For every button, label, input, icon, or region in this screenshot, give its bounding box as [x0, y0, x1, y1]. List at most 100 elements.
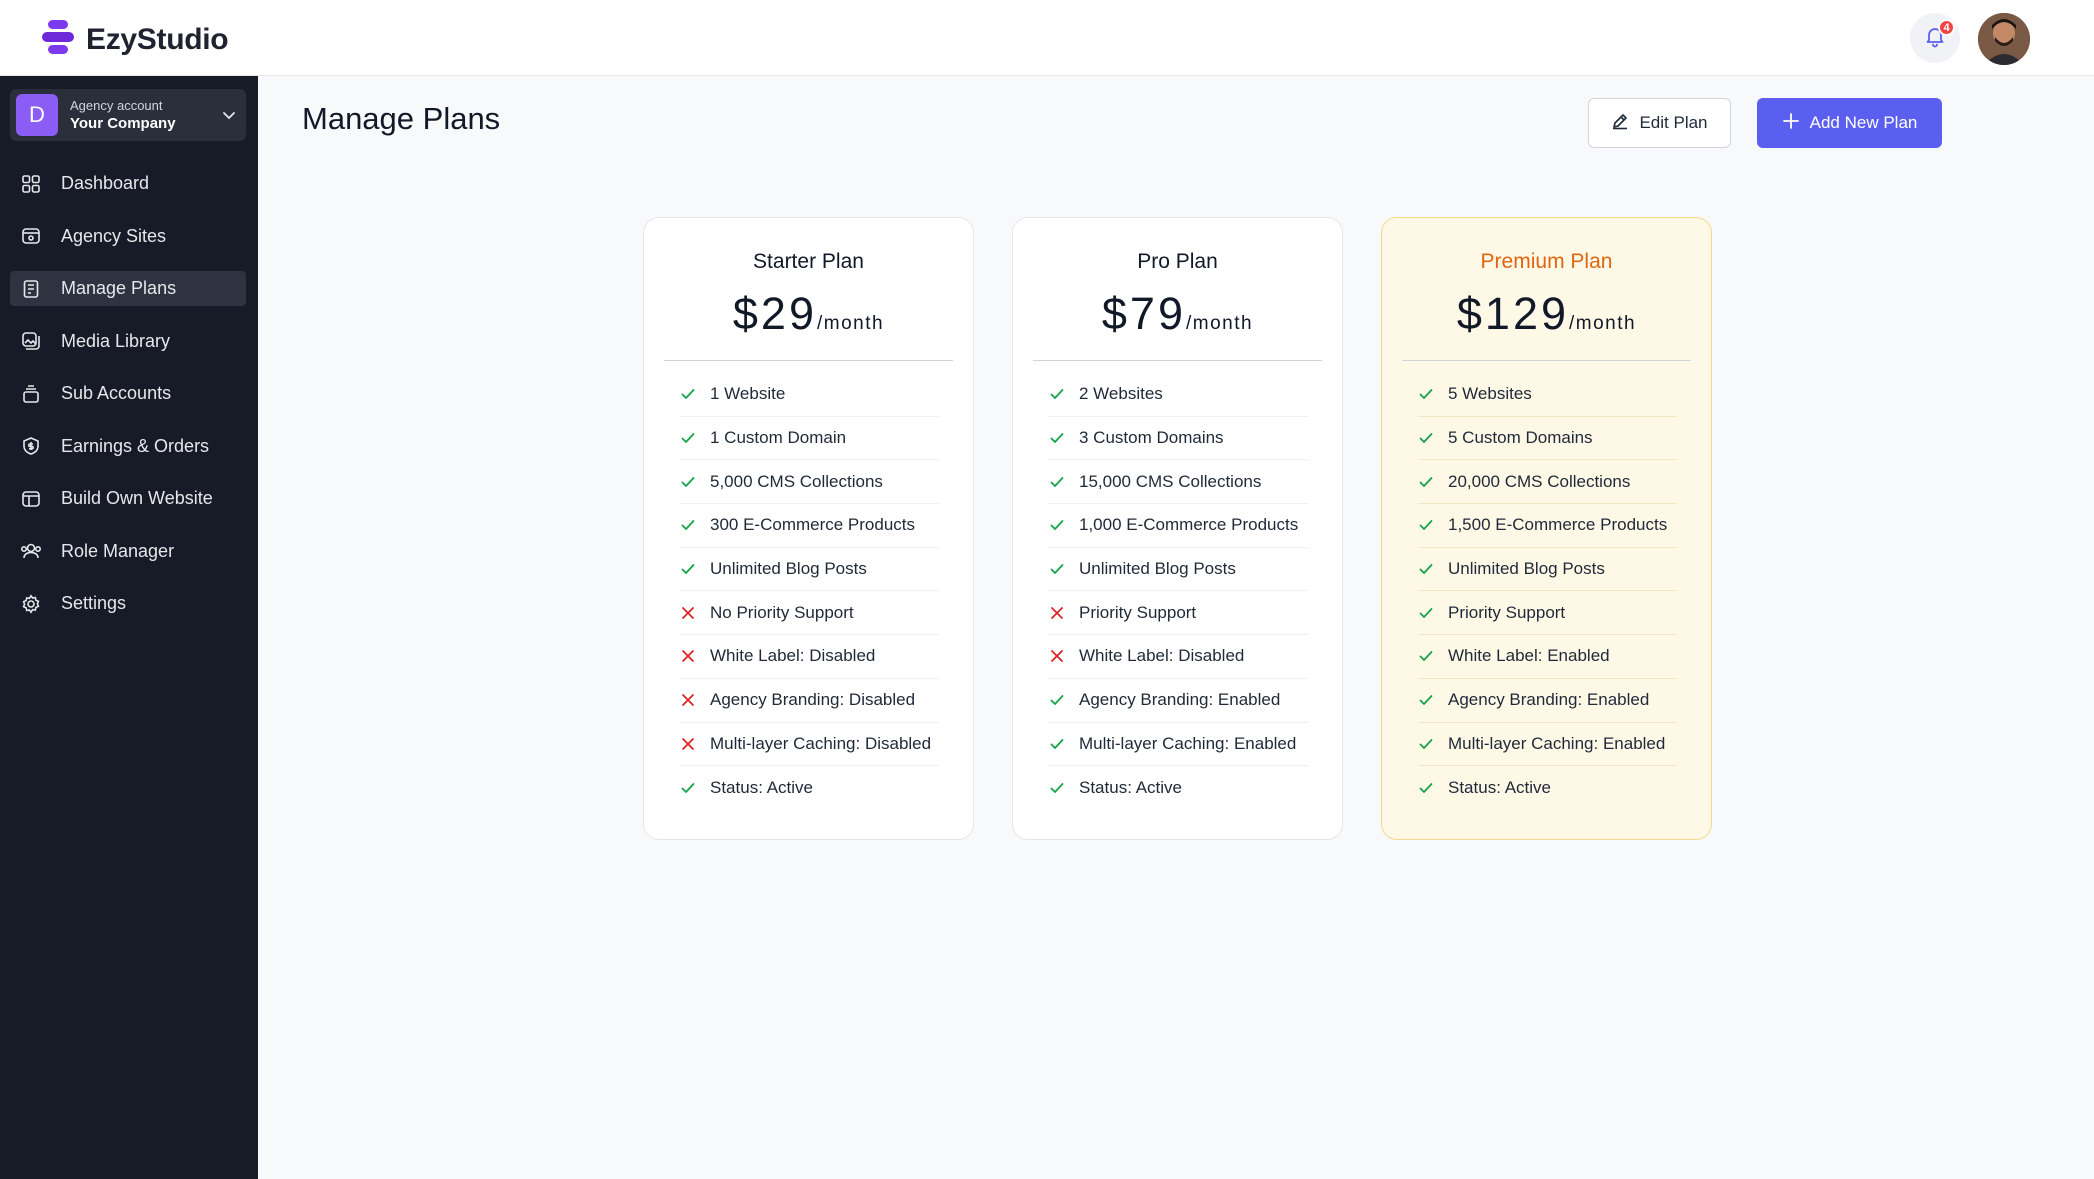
sidebar-item-label: Manage Plans: [61, 278, 177, 298]
chevron-down-icon: [218, 104, 240, 126]
feature-text: No Priority Support: [710, 602, 854, 622]
feature-item: Unlimited Blog Posts: [1049, 548, 1308, 592]
sidebar-item-label: Earnings & Orders: [61, 435, 210, 456]
check-icon: [1418, 474, 1448, 490]
sidebar-item-label: Role Manager: [61, 540, 175, 561]
cross-icon: [680, 736, 710, 752]
feature-item: 20,000 CMS Collections: [1418, 460, 1677, 505]
feature-text: White Label: Disabled: [710, 646, 876, 666]
add-new-plan-label: Add New Plan: [1809, 113, 1918, 132]
check-icon: [1049, 780, 1079, 796]
sidebar-item-media-library[interactable]: Media Library: [10, 324, 246, 359]
check-icon: [680, 517, 710, 533]
feature-text: 5,000 CMS Collections: [710, 471, 883, 491]
feature-text: Priority Support: [1448, 602, 1566, 622]
check-icon: [1418, 780, 1448, 796]
sidebar-item-sub-accounts[interactable]: Sub Accounts: [10, 376, 246, 411]
plan-price: $129/month: [1382, 288, 1711, 340]
feature-text: Unlimited Blog Posts: [1079, 559, 1236, 579]
feature-item: Priority Support: [1049, 591, 1308, 636]
feature-list: 5 Websites 5 Custom Domains 20,000 CMS Col…: [1382, 373, 1711, 810]
brand[interactable]: EzyStudio: [40, 18, 229, 61]
browser-icon: [20, 225, 42, 247]
cross-icon: [680, 605, 710, 621]
notifications-button[interactable]: 4: [1910, 13, 1960, 63]
feature-text: Agency Branding: Disabled: [710, 690, 916, 710]
feature-item: Agency Branding: Enabled: [1418, 679, 1677, 723]
plan-card-starter: Starter Plan $29/month 1 Website 1 Custom…: [643, 217, 974, 840]
brand-name: EzyStudio: [86, 22, 229, 56]
layout-icon: [20, 488, 42, 510]
pencil-icon: [1611, 112, 1629, 135]
sidebar-item-settings[interactable]: Settings: [10, 586, 246, 621]
check-icon: [1418, 386, 1448, 402]
price-period: /month: [817, 313, 885, 334]
cross-icon: [680, 692, 710, 708]
sidebar-item-label: Agency Sites: [61, 225, 167, 246]
logo-icon: [40, 18, 76, 61]
plan-name: Starter Plan: [753, 250, 864, 273]
cross-icon: [1049, 605, 1079, 621]
plan-price: $29/month: [644, 288, 973, 340]
sidebar-item-earnings-orders[interactable]: Earnings & Orders: [10, 429, 246, 464]
feature-text: Status: Active: [1079, 778, 1182, 798]
feature-text: 5 Custom Domains: [1448, 428, 1593, 448]
feature-item: 1 Website: [680, 373, 939, 417]
feature-item: White Label: Enabled: [1418, 635, 1677, 679]
feature-item: No Priority Support: [680, 591, 939, 636]
feature-text: Agency Branding: Enabled: [1079, 690, 1281, 710]
feature-item: Priority Support: [1418, 591, 1677, 636]
feature-text: White Label: Enabled: [1448, 646, 1610, 666]
divider: [664, 360, 953, 361]
sidebar-item-build-own-website[interactable]: Build Own Website: [10, 481, 246, 516]
check-icon: [680, 386, 710, 402]
plan-card-pro: Pro Plan $79/month 2 Websites 3 Custom Do…: [1012, 217, 1343, 840]
price-period: /month: [1186, 313, 1254, 334]
plan-name: Pro Plan: [1137, 250, 1218, 273]
add-new-plan-button[interactable]: Add New Plan: [1757, 98, 1942, 148]
edit-plan-button[interactable]: Edit Plan: [1588, 98, 1731, 148]
check-icon: [1418, 605, 1448, 621]
feature-item: Status: Active: [680, 766, 939, 810]
stack-icon: [20, 383, 42, 405]
sidebar-item-manage-plans[interactable]: Manage Plans: [10, 271, 246, 306]
feature-text: 1,000 E-Commerce Products: [1079, 515, 1299, 535]
feature-item: 2 Websites: [1049, 373, 1308, 417]
feature-item: Multi-layer Caching: Enabled: [1418, 723, 1677, 767]
feature-text: Multi-layer Caching: Enabled: [1448, 733, 1666, 753]
user-avatar[interactable]: [1978, 13, 2030, 65]
feature-item: 5 Custom Domains: [1418, 417, 1677, 461]
feature-text: Unlimited Blog Posts: [1448, 559, 1605, 579]
feature-text: 300 E-Commerce Products: [710, 515, 916, 535]
sidebar-item-dashboard[interactable]: Dashboard: [10, 166, 246, 201]
account-type: Agency account: [70, 97, 163, 113]
plan-card-premium: Premium Plan $129/month 5 Websites 5 Cust…: [1381, 217, 1712, 840]
sidebar-item-label: Media Library: [61, 330, 171, 351]
feature-item: Multi-layer Caching: Enabled: [1049, 723, 1308, 767]
feature-text: 1,500 E-Commerce Products: [1448, 515, 1668, 535]
account-name: Your Company: [70, 114, 176, 132]
sidebar-nav: Dashboard Agency Sites Manage Plans Medi…: [10, 166, 246, 639]
feature-item: Status: Active: [1049, 766, 1308, 810]
check-icon: [1418, 648, 1448, 664]
feature-item: 3 Custom Domains: [1049, 417, 1308, 461]
top-bar: EzyStudio 4: [0, 0, 2094, 76]
sidebar-item-role-manager[interactable]: Role Manager: [10, 534, 246, 569]
feature-item: Unlimited Blog Posts: [1418, 548, 1677, 592]
feature-text: Status: Active: [710, 778, 813, 798]
users-icon: [20, 540, 42, 562]
notification-badge: 4: [1938, 19, 1955, 36]
feature-text: Status: Active: [1448, 778, 1551, 798]
feature-text: Agency Branding: Enabled: [1448, 690, 1650, 710]
sidebar-item-agency-sites[interactable]: Agency Sites: [10, 219, 246, 254]
check-icon: [1049, 386, 1079, 402]
price-amount: $29: [732, 288, 817, 339]
feature-item: 5 Websites: [1418, 373, 1677, 417]
feature-text: 1 Custom Domain: [710, 428, 847, 448]
check-icon: [680, 430, 710, 446]
media-icon: [20, 330, 42, 352]
account-switcher[interactable]: D Agency account Your Company: [10, 89, 246, 141]
feature-item: 5,000 CMS Collections: [680, 460, 939, 505]
bell-icon: [1923, 24, 1947, 53]
check-icon: [1418, 430, 1448, 446]
